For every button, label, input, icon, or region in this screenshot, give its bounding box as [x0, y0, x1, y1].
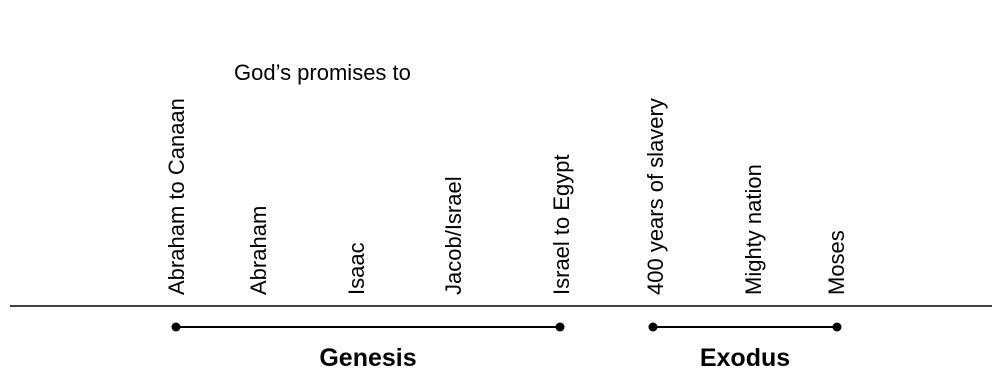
exodus-end-dot — [832, 322, 842, 332]
genesis-start-dot — [171, 322, 181, 332]
exodus-start-dot — [648, 322, 658, 332]
promises-heading: God’s promises to — [234, 60, 411, 85]
genesis-end-dot — [555, 322, 565, 332]
book-label-genesis: Genesis — [319, 344, 417, 372]
book-label-exodus: Exodus — [699, 344, 791, 372]
